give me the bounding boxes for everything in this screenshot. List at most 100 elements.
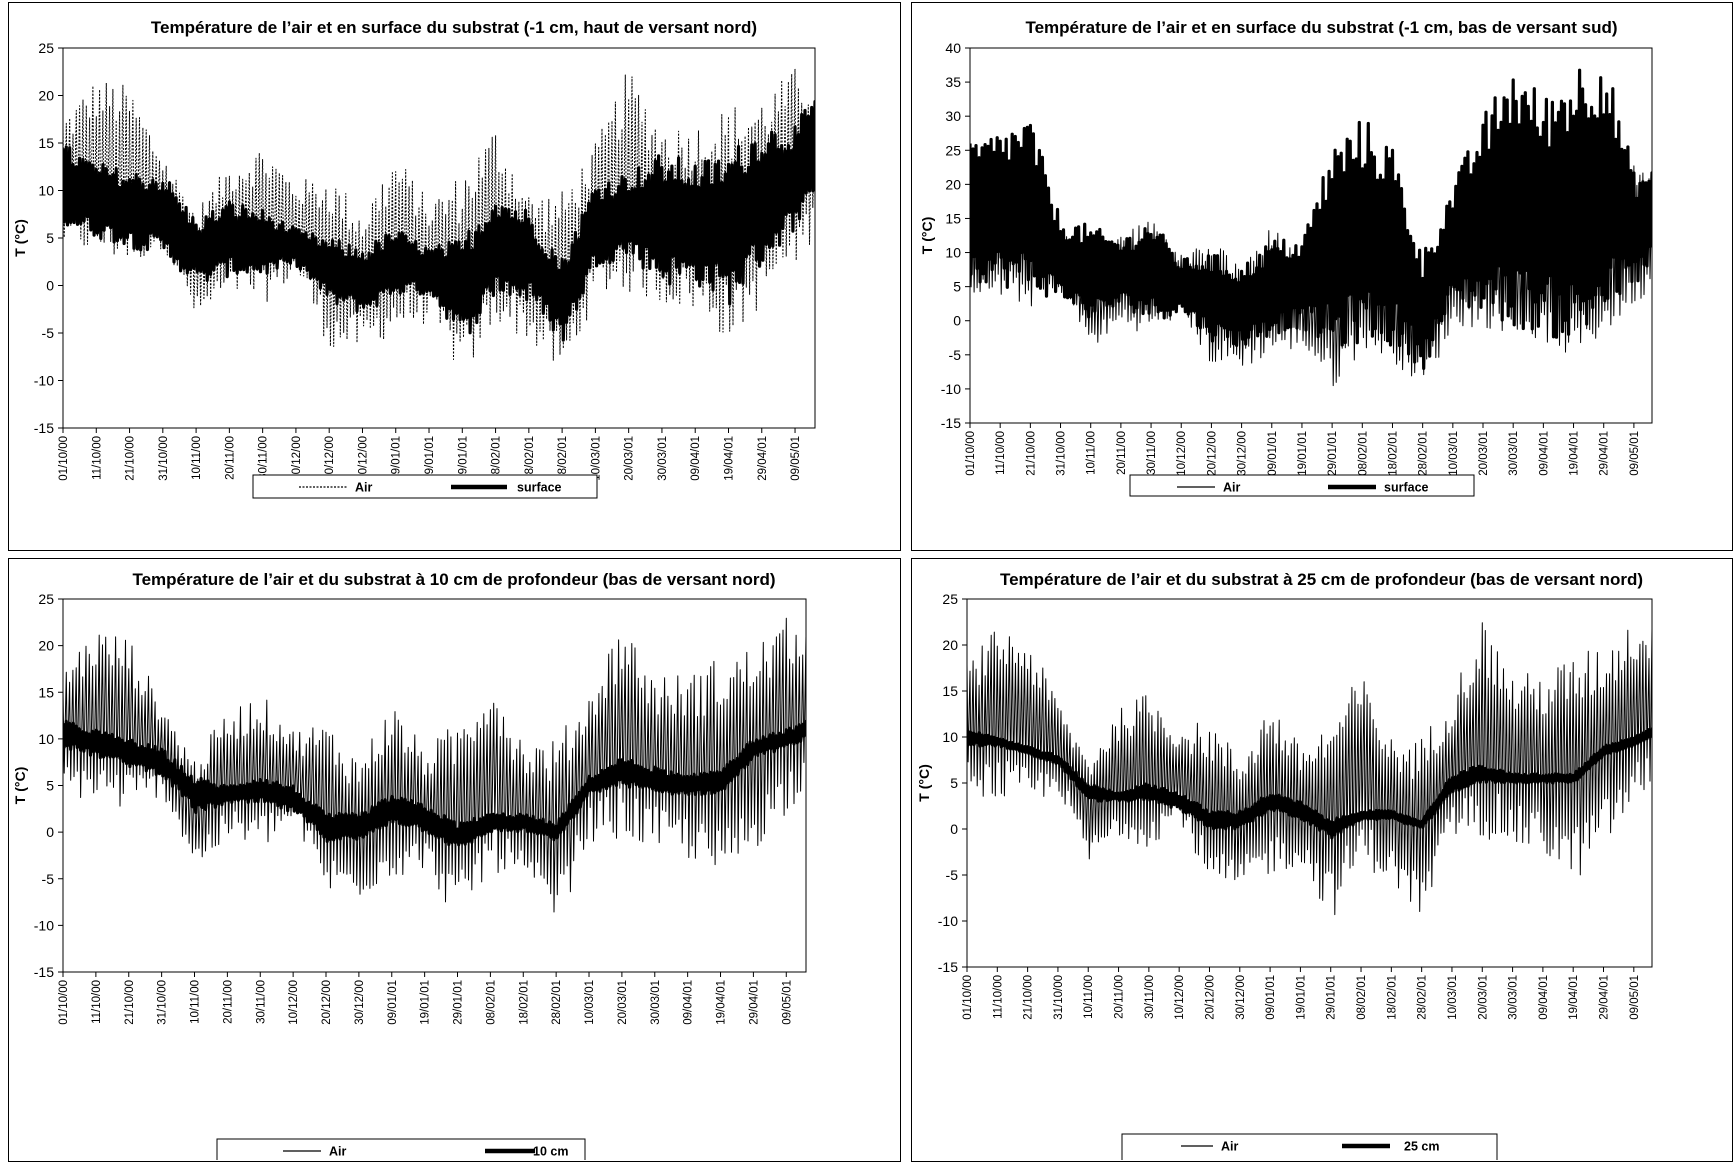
x-tick-label: 09/04/01 bbox=[690, 436, 702, 481]
legend-box bbox=[1129, 474, 1475, 497]
x-tick-label: 30/12/00 bbox=[357, 436, 369, 481]
y-tick-label: 25 bbox=[38, 591, 54, 607]
legend-label: 25 cm bbox=[1404, 1140, 1439, 1154]
x-tick-label: 31/10/00 bbox=[157, 980, 169, 1025]
x-tick-label: 28/02/01 bbox=[1418, 431, 1430, 476]
x-tick-label: 20/03/01 bbox=[1478, 431, 1490, 476]
chart-title: Température de l’air et du substrat à 10… bbox=[132, 570, 775, 589]
x-tick-label: 10/11/00 bbox=[1083, 975, 1095, 1019]
y-tick-label: -10 bbox=[34, 917, 54, 933]
x-tick-label: 20/11/00 bbox=[222, 980, 234, 1024]
x-tick-label: 28/02/01 bbox=[551, 980, 563, 1025]
y-tick-label: 15 bbox=[38, 135, 54, 151]
y-tick-label: -10 bbox=[938, 913, 958, 929]
x-tick-label: 01/10/00 bbox=[962, 975, 974, 1020]
chart-svg: Température de l’air et du substrat à 10… bbox=[12, 570, 807, 1160]
y-tick-label: -10 bbox=[34, 373, 54, 389]
chart-title: Température de l’air et en surface du su… bbox=[1025, 18, 1617, 37]
y-tick-label: -15 bbox=[938, 959, 958, 975]
y-tick-label: -15 bbox=[941, 415, 961, 431]
x-tick-label: 20/12/00 bbox=[321, 980, 333, 1025]
chart-panel-top-right: Température de l’air et en surface du su… bbox=[911, 2, 1733, 551]
x-tick-label: 29/01/01 bbox=[1327, 431, 1339, 476]
x-tick-label: 09/05/01 bbox=[781, 980, 793, 1025]
x-tick-label: 09/01/01 bbox=[387, 980, 399, 1025]
x-tick-label: 08/02/01 bbox=[1356, 975, 1368, 1020]
x-tick-label: 20/12/00 bbox=[1206, 431, 1218, 476]
x-tick-label: 10/03/01 bbox=[1447, 975, 1459, 1020]
x-tick-label: 29/04/01 bbox=[1599, 431, 1611, 476]
x-tick-label: 11/10/00 bbox=[91, 980, 103, 1024]
x-tick-label: 30/11/00 bbox=[258, 436, 270, 480]
series-line-surface bbox=[63, 100, 815, 342]
x-tick-label: 30/12/00 bbox=[1237, 431, 1249, 476]
x-tick-label: 10/12/00 bbox=[1174, 975, 1186, 1020]
x-tick-label: 10/03/01 bbox=[584, 980, 596, 1025]
y-tick-label: -15 bbox=[34, 420, 54, 436]
x-tick-label: 09/04/01 bbox=[1538, 431, 1550, 476]
x-tick-label: 09/01/01 bbox=[1265, 975, 1277, 1020]
series-line-25-cm bbox=[967, 727, 1652, 840]
chart-title: Température de l’air et en surface du su… bbox=[151, 18, 757, 37]
y-tick-label: 15 bbox=[942, 683, 958, 699]
y-tick-label: -5 bbox=[946, 867, 959, 883]
x-tick-label: 20/03/01 bbox=[1477, 975, 1489, 1020]
y-tick-label: 0 bbox=[950, 821, 958, 837]
x-tick-label: 21/10/00 bbox=[1023, 975, 1035, 1020]
legend-label: Air bbox=[1221, 1140, 1239, 1154]
x-tick-label: 21/10/00 bbox=[125, 436, 137, 481]
x-tick-label: 10/11/00 bbox=[1086, 431, 1098, 475]
y-axis-label: T (°C) bbox=[12, 219, 28, 256]
x-tick-label: 30/03/01 bbox=[1508, 975, 1520, 1020]
x-tick-label: 18/02/01 bbox=[524, 436, 536, 481]
x-tick-label: 28/02/01 bbox=[1417, 975, 1429, 1020]
x-tick-label: 09/05/01 bbox=[1629, 431, 1641, 476]
x-tick-label: 19/01/01 bbox=[424, 436, 436, 481]
chart-svg: Température de l’air et en surface du su… bbox=[12, 18, 816, 499]
y-tick-label: 35 bbox=[945, 74, 961, 90]
x-tick-label: 20/12/00 bbox=[324, 436, 336, 481]
x-tick-label: 01/10/00 bbox=[58, 436, 70, 481]
x-tick-label: 21/10/00 bbox=[1025, 431, 1037, 476]
y-tick-label: 0 bbox=[46, 824, 54, 840]
x-tick-label: 10/11/00 bbox=[191, 436, 203, 480]
y-tick-label: -15 bbox=[34, 964, 54, 980]
x-tick-label: 31/10/00 bbox=[1056, 431, 1068, 476]
x-tick-label: 20/11/00 bbox=[224, 436, 236, 480]
y-axis-label: T (°C) bbox=[12, 767, 28, 804]
x-tick-label: 19/01/01 bbox=[1295, 975, 1307, 1020]
y-tick-label: 20 bbox=[38, 638, 54, 654]
legend-label: surface bbox=[517, 481, 562, 495]
x-tick-label: 30/11/00 bbox=[1144, 975, 1156, 1019]
x-tick-label: 11/10/00 bbox=[992, 975, 1004, 1019]
y-tick-label: 5 bbox=[950, 775, 958, 791]
x-tick-label: 09/04/01 bbox=[1538, 975, 1550, 1020]
x-tick-label: 20/12/00 bbox=[1204, 975, 1216, 1020]
x-tick-label: 20/03/01 bbox=[617, 980, 629, 1025]
legend-box bbox=[1121, 1133, 1498, 1160]
y-tick-label: 10 bbox=[945, 245, 961, 261]
x-tick-label: 29/01/01 bbox=[453, 980, 465, 1025]
y-tick-label: 30 bbox=[945, 108, 961, 124]
x-tick-label: 31/10/00 bbox=[1053, 975, 1065, 1020]
x-tick-label: 09/01/01 bbox=[1267, 431, 1279, 476]
legend-box bbox=[216, 1138, 586, 1160]
y-tick-label: -5 bbox=[949, 347, 962, 363]
x-tick-label: 30/12/00 bbox=[1235, 975, 1247, 1020]
y-tick-label: 0 bbox=[953, 313, 961, 329]
x-tick-label: 31/10/00 bbox=[158, 436, 170, 481]
chart-svg: Température de l’air et du substrat à 25… bbox=[916, 570, 1653, 1160]
y-tick-label: 5 bbox=[46, 778, 54, 794]
x-tick-label: 30/11/00 bbox=[1146, 431, 1158, 475]
x-tick-label: 19/04/01 bbox=[1568, 975, 1580, 1020]
x-tick-label: 10/03/01 bbox=[1448, 431, 1460, 476]
x-tick-label: 18/02/01 bbox=[1387, 431, 1399, 476]
x-tick-label: 09/05/01 bbox=[790, 436, 802, 481]
x-tick-label: 19/04/01 bbox=[716, 980, 728, 1025]
y-axis-label: T (°C) bbox=[916, 764, 932, 801]
y-tick-label: 20 bbox=[38, 88, 54, 104]
y-tick-label: 5 bbox=[46, 230, 54, 246]
y-tick-label: -5 bbox=[42, 871, 55, 887]
x-tick-label: 10/12/00 bbox=[291, 436, 303, 481]
x-tick-label: 01/10/00 bbox=[58, 980, 70, 1025]
